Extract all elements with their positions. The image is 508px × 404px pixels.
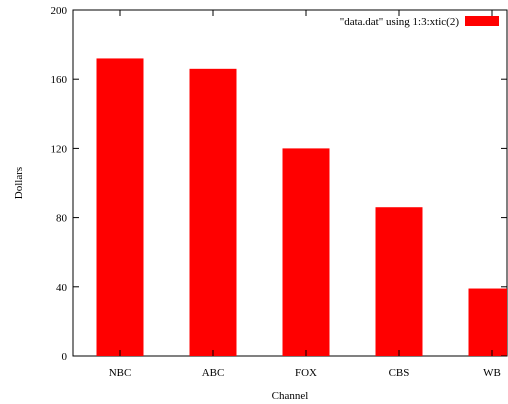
bar-abc <box>189 68 237 356</box>
legend-label: "data.dat" using 1:3:xtic(2) <box>340 16 460 28</box>
x-tick-label-wb: WB <box>483 367 501 379</box>
bars <box>96 58 507 356</box>
bar-wb <box>468 288 507 356</box>
x-tick-label-cbs: CBS <box>389 367 410 379</box>
y-tick-label: 80 <box>56 213 68 225</box>
x-tick-label-fox: FOX <box>295 367 317 379</box>
y-tick-label: 120 <box>51 143 68 155</box>
y-tick-label: 200 <box>51 5 68 17</box>
bar-nbc <box>96 58 144 356</box>
x-tick-label-abc: ABC <box>202 367 225 379</box>
legend: "data.dat" using 1:3:xtic(2) <box>340 16 499 28</box>
bar-fox <box>282 148 330 356</box>
y-axis-label: Dollars <box>13 167 25 199</box>
x-tick-label-nbc: NBC <box>109 367 132 379</box>
bar-cbs <box>375 207 423 356</box>
y-tick-label: 160 <box>51 74 68 86</box>
y-axis-ticks: 0 40 80 120 160 200 <box>51 5 507 363</box>
legend-swatch <box>465 16 499 26</box>
x-axis-ticks: NBC ABC FOX CBS WB <box>109 10 501 379</box>
y-tick-label: 40 <box>56 282 68 294</box>
x-axis-label: Channel <box>272 390 309 402</box>
y-tick-label: 0 <box>62 351 68 363</box>
